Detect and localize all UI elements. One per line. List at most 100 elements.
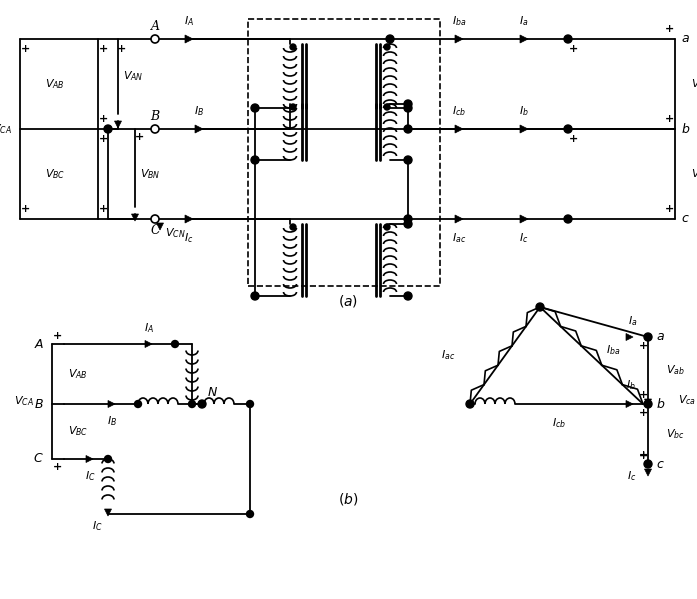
Text: A: A [151,20,160,34]
Circle shape [644,333,652,341]
Text: $V_{bc}$: $V_{bc}$ [666,427,684,441]
Text: $A$: $A$ [33,337,44,350]
Circle shape [384,224,390,230]
Text: +: + [568,134,578,144]
Circle shape [171,340,178,347]
Text: +: + [98,44,107,54]
Circle shape [247,401,254,407]
Text: +: + [135,132,144,142]
Text: +: + [22,44,31,54]
Text: $I_b$: $I_b$ [519,104,529,118]
Text: $V_{BC}$: $V_{BC}$ [45,167,66,181]
Text: $I_B$: $I_B$ [194,104,204,118]
Text: +: + [52,462,61,472]
Polygon shape [455,215,463,223]
Text: $I_{ac}$: $I_{ac}$ [441,349,455,362]
Polygon shape [145,340,152,347]
Polygon shape [626,401,633,407]
Circle shape [290,104,296,110]
Text: $V_{bc}$: $V_{bc}$ [691,167,697,181]
Text: $V_{ca}$: $V_{ca}$ [678,394,696,407]
Text: $V_{AB}$: $V_{AB}$ [68,367,88,381]
Text: $I_C$: $I_C$ [84,469,95,483]
Circle shape [536,303,544,311]
Circle shape [466,400,474,408]
Text: $a$: $a$ [656,331,665,343]
Circle shape [251,292,259,300]
Circle shape [644,460,652,468]
Text: $(a)$: $(a)$ [338,293,358,309]
Text: +: + [52,331,61,341]
Text: +: + [664,24,673,34]
Circle shape [404,156,412,164]
Polygon shape [455,35,463,43]
Text: C: C [150,225,160,237]
Text: $I_c$: $I_c$ [184,231,194,245]
Text: $N$: $N$ [207,386,218,399]
Text: +: + [638,390,648,400]
Text: $I_c$: $I_c$ [627,469,636,483]
Polygon shape [626,334,633,340]
Polygon shape [520,215,528,223]
Polygon shape [520,35,528,43]
Polygon shape [195,125,203,133]
Text: $I_A$: $I_A$ [144,321,154,335]
Polygon shape [108,401,115,407]
Text: $c$: $c$ [681,213,690,225]
Text: $I_C$: $I_C$ [92,519,103,533]
Circle shape [564,35,572,43]
Text: $I_{ac}$: $I_{ac}$ [452,231,466,245]
Circle shape [384,44,390,50]
Text: $I_{ba}$: $I_{ba}$ [606,344,621,358]
Polygon shape [185,215,193,223]
Circle shape [135,401,141,407]
Polygon shape [105,509,112,516]
Text: $I_{cb}$: $I_{cb}$ [452,104,466,118]
Polygon shape [455,125,463,133]
Text: +: + [638,451,648,461]
Text: $I_a$: $I_a$ [519,14,529,28]
Text: $V_{ab}$: $V_{ab}$ [691,77,697,91]
Circle shape [247,510,254,518]
Circle shape [251,156,259,164]
Text: +: + [664,114,673,124]
Circle shape [404,220,412,228]
Text: $V_{AB}$: $V_{AB}$ [45,77,65,91]
Text: $b$: $b$ [656,397,666,411]
Circle shape [104,125,112,133]
Text: $B$: $B$ [34,398,44,410]
Text: $I_b$: $I_b$ [626,378,636,392]
Text: +: + [98,134,107,144]
Text: +: + [98,114,107,124]
Circle shape [384,104,390,110]
Text: $I_A$: $I_A$ [184,14,194,28]
Polygon shape [132,214,139,221]
Text: B: B [151,110,160,123]
Text: $V_{ab}$: $V_{ab}$ [666,364,685,377]
Polygon shape [185,35,193,43]
Polygon shape [645,399,652,406]
Text: $I_{cb}$: $I_{cb}$ [552,416,566,430]
Circle shape [404,104,412,112]
Text: $V_{CN}$: $V_{CN}$ [165,226,185,240]
Circle shape [564,125,572,133]
Text: +: + [98,204,107,214]
Text: $V_{AN}$: $V_{AN}$ [123,69,144,83]
Text: +: + [638,450,648,460]
Circle shape [404,292,412,300]
Text: $c$: $c$ [656,458,665,470]
Text: $(b)$: $(b)$ [338,491,358,507]
Circle shape [188,401,195,407]
Text: $a$: $a$ [681,32,690,46]
Circle shape [151,215,159,223]
Text: +: + [568,44,578,54]
Polygon shape [520,125,528,133]
Polygon shape [645,469,652,476]
Text: +: + [638,341,648,351]
Circle shape [404,125,412,133]
Circle shape [564,215,572,223]
Text: $V_{CA}$: $V_{CA}$ [0,122,12,136]
Text: $V_{BN}$: $V_{BN}$ [140,167,160,181]
Circle shape [404,100,412,108]
Text: $V_{CA}$: $V_{CA}$ [14,395,34,409]
